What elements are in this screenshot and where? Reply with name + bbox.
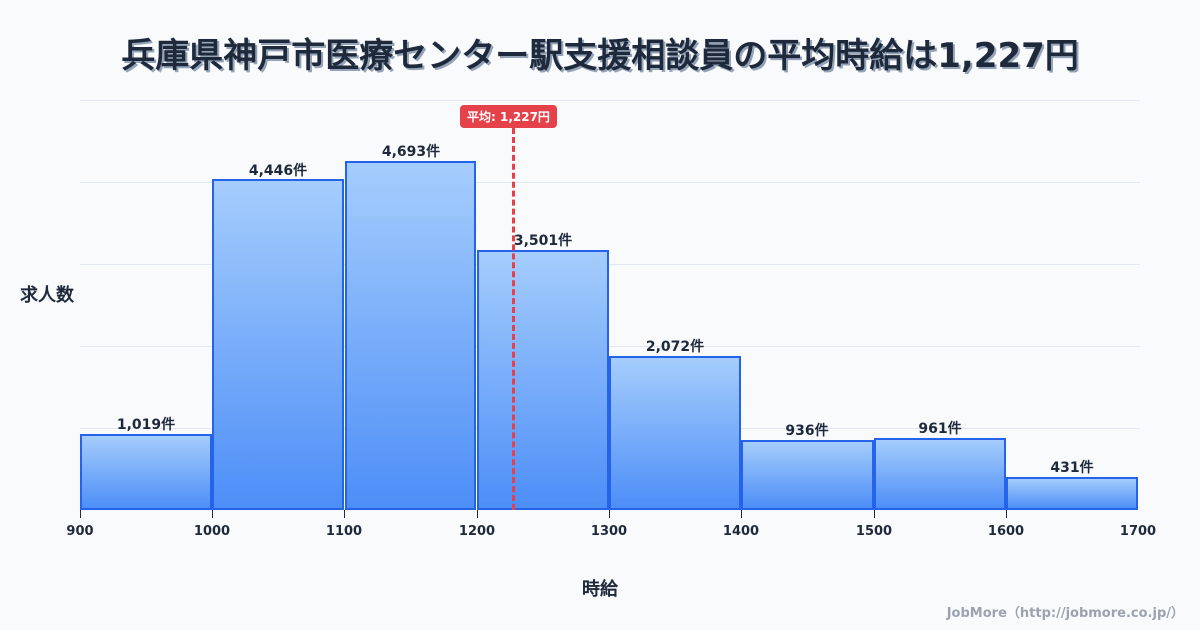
histogram-bar <box>609 356 741 510</box>
histogram-bar <box>477 250 609 510</box>
gridline <box>80 100 1140 101</box>
bar-value-label: 1,019件 <box>116 417 176 433</box>
x-tick-label: 1200 <box>458 524 496 539</box>
histogram-bar <box>741 440 874 510</box>
mean-line <box>512 128 515 510</box>
x-tick <box>212 510 213 518</box>
bar-value-label: 431件 <box>1050 460 1094 476</box>
x-tick <box>741 510 742 518</box>
x-tick-label: 1600 <box>987 524 1025 539</box>
x-tick-label: 1300 <box>590 524 628 539</box>
histogram-bar <box>212 179 344 510</box>
gridline <box>80 264 1140 265</box>
bar-value-label: 3,501件 <box>513 233 573 249</box>
bar-value-label: 961件 <box>918 421 962 437</box>
x-tick-label: 1700 <box>1119 524 1157 539</box>
gridline <box>80 346 1140 347</box>
x-tick <box>477 510 478 518</box>
histogram-bar <box>345 161 476 510</box>
x-tick <box>609 510 610 518</box>
x-tick-label: 900 <box>66 524 94 539</box>
chart-title: 兵庫県神戸市医療センター駅支援相談員の平均時給は1,227円 <box>121 36 1079 76</box>
source-credit: JobMore（http://jobmore.co.jp/） <box>946 606 1184 621</box>
bar-value-label: 4,446件 <box>248 163 308 179</box>
x-tick-label: 1000 <box>193 524 231 539</box>
mean-badge: 平均: 1,227円 <box>460 105 557 128</box>
gridline <box>80 182 1140 183</box>
x-tick <box>1006 510 1007 518</box>
y-axis-label: 求人数 <box>20 285 74 306</box>
x-tick-label: 1400 <box>722 524 760 539</box>
x-axis-label: 時給 <box>582 579 618 600</box>
histogram-bar <box>874 438 1006 510</box>
histogram-bar <box>1006 477 1138 510</box>
bar-value-label: 4,693件 <box>381 144 441 160</box>
histogram-bar <box>80 434 212 510</box>
x-tick <box>80 510 81 518</box>
x-tick <box>344 510 345 518</box>
bar-value-label: 936件 <box>785 423 829 439</box>
x-tick <box>874 510 875 518</box>
x-tick-label: 1500 <box>855 524 893 539</box>
x-tick-label: 1100 <box>325 524 363 539</box>
bar-value-label: 2,072件 <box>645 339 705 355</box>
